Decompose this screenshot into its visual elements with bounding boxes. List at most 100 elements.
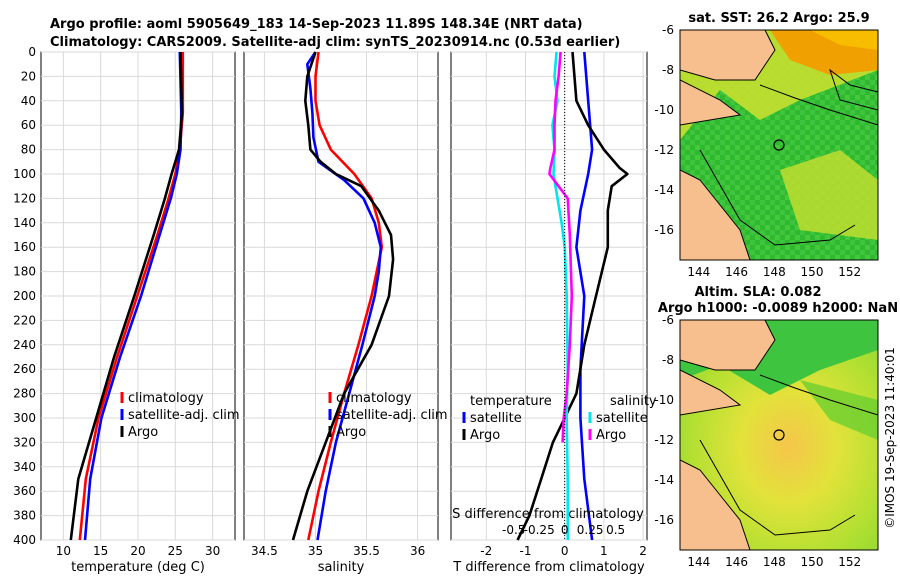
top-axis-tick-label: 0.25 [577, 523, 604, 537]
depth-tick-label: 260 [13, 362, 36, 376]
x-tick-label: 10 [56, 544, 71, 558]
x-tick-label: 35 [308, 544, 323, 558]
sla-map-panel: Altim. SLA: 0.082 Argo h1000: -0.0089 h2… [654, 285, 898, 569]
legend-label: Argo [128, 425, 158, 440]
temperature-xlabel: temperature (deg C) [71, 560, 205, 575]
difference-panel: -2 -1 0 1 2 temperature salinity satellite Argo s… [450, 51, 657, 575]
sst-map-frame [679, 29, 879, 261]
legend-label: Argo [470, 428, 500, 443]
title-line-1: Argo profile: aoml 5905649_183 14-Sep-20… [50, 17, 583, 32]
series-line-s-argo [548, 51, 574, 443]
map-lon-tick-label: 146 [725, 555, 748, 569]
map-lat-tick-label: -16 [654, 223, 674, 237]
map-lon-tick-label: 150 [801, 265, 824, 279]
series-line-climatology [307, 51, 384, 541]
top-axis-tick-label: -0.25 [524, 523, 555, 537]
depth-tick-label: 300 [13, 411, 36, 425]
series-line-satellite-adj-clim [305, 51, 383, 541]
depth-tick-label: 160 [13, 240, 36, 254]
map-lat-tick-label: -6 [662, 23, 674, 37]
map-lat-tick-label: -12 [654, 433, 674, 447]
sst-map-panel: sat. SST: 26.2 Argo: 25.9 144 146 [654, 11, 879, 279]
map-lat-tick-label: -10 [654, 393, 674, 407]
title-line-2: Climatology: CARS2009. Satellite-adj cli… [50, 35, 620, 50]
x-tick-label: -2 [480, 544, 492, 558]
x-tick-label: 36 [410, 544, 425, 558]
depth-tick-label: 400 [13, 533, 36, 547]
depth-tick-label: 180 [13, 265, 36, 279]
depth-tick-label: 20 [21, 69, 36, 83]
sst-map-title: sat. SST: 26.2 Argo: 25.9 [688, 11, 869, 26]
x-tick-label: 30 [205, 544, 220, 558]
sla-map-image [680, 320, 878, 550]
sla-map-title-line-1: Altim. SLA: 0.082 [695, 285, 822, 300]
x-tick-label: 25 [168, 544, 183, 558]
depth-tick-label: 220 [13, 313, 36, 327]
top-axis-tick-label: -0.5 [502, 523, 525, 537]
sst-map-image [680, 30, 878, 260]
map-lon-tick-label: 148 [763, 555, 786, 569]
depth-tick-label: 120 [13, 191, 36, 205]
depth-tick-label: 0 [28, 45, 36, 59]
map-lat-tick-label: -14 [654, 183, 674, 197]
map-lon-tick-label: 148 [763, 265, 786, 279]
map-lon-tick-label: 152 [838, 555, 861, 569]
legend-label: climatology [128, 391, 204, 406]
legend-label: satellite-adj. clim [336, 408, 448, 423]
legend-label: satellite-adj. clim [128, 408, 240, 423]
sla-float-marker [773, 429, 785, 441]
series-line-argo [291, 51, 395, 541]
x-tick-label: 35.5 [353, 544, 380, 558]
depth-tick-label: 360 [13, 484, 36, 498]
top-axis-tick-label: 0 [561, 523, 569, 537]
series-line-s-satellite [551, 51, 570, 540]
x-tick-label: 15 [93, 544, 108, 558]
difference-top-axis-label: S difference from climatology [452, 507, 644, 522]
map-lat-tick-label: -16 [654, 513, 674, 527]
x-tick-label: 2 [639, 544, 647, 558]
imos-watermark: ©IMOS 19-Sep-2023 11:40:01 [883, 347, 897, 529]
depth-tick-label: 340 [13, 460, 36, 474]
map-lon-tick-label: 150 [801, 555, 824, 569]
depth-tick-label: 280 [13, 387, 36, 401]
sla-map-frame [679, 319, 879, 551]
map-lon-tick-label: 146 [725, 265, 748, 279]
top-axis-tick-label: 0.5 [606, 523, 625, 537]
map-lat-tick-label: -6 [662, 313, 674, 327]
map-lat-tick-label: -12 [654, 143, 674, 157]
map-lat-tick-label: -8 [662, 63, 674, 77]
map-lon-tick-label: 144 [687, 555, 710, 569]
depth-tick-label: 380 [13, 509, 36, 523]
x-tick-label: 1 [600, 544, 608, 558]
legend-title-temperature: temperature [470, 394, 552, 409]
depth-tick-label: 40 [21, 94, 36, 108]
legend-label: Argo [596, 428, 626, 443]
difference-xlabel: T difference from climatology [452, 560, 645, 575]
sst-float-marker [773, 139, 785, 151]
depth-tick-label: 240 [13, 338, 36, 352]
map-lon-tick-label: 144 [687, 265, 710, 279]
map-lat-tick-label: -10 [654, 103, 674, 117]
depth-tick-label: 60 [21, 118, 36, 132]
depth-tick-label: 320 [13, 435, 36, 449]
map-lon-tick-label: 152 [838, 265, 861, 279]
legend-title-salinity: salinity [610, 394, 657, 409]
sla-map-title-line-2: Argo h1000: -0.0089 h2000: NaN [658, 301, 898, 316]
legend-label: satellite [596, 411, 648, 426]
map-lat-tick-label: -14 [654, 473, 674, 487]
depth-tick-label: 200 [13, 289, 36, 303]
series-line-argo [69, 51, 184, 541]
series-line-t-satellite [575, 51, 594, 541]
x-tick-label: 20 [130, 544, 145, 558]
map-lat-tick-label: -8 [662, 353, 674, 367]
series-line-t-argo [516, 51, 629, 541]
depth-tick-label: 100 [13, 167, 36, 181]
x-tick-label: -1 [519, 544, 531, 558]
legend-label: satellite [470, 411, 522, 426]
salinity-panel: 34.5 35 35.5 36 climatology satellite-adj. cl… [243, 51, 448, 575]
legend-label: climatology [336, 391, 412, 406]
depth-tick-label: 140 [13, 216, 36, 230]
depth-tick-label: 80 [21, 143, 36, 157]
salinity-xlabel: salinity [318, 560, 365, 575]
